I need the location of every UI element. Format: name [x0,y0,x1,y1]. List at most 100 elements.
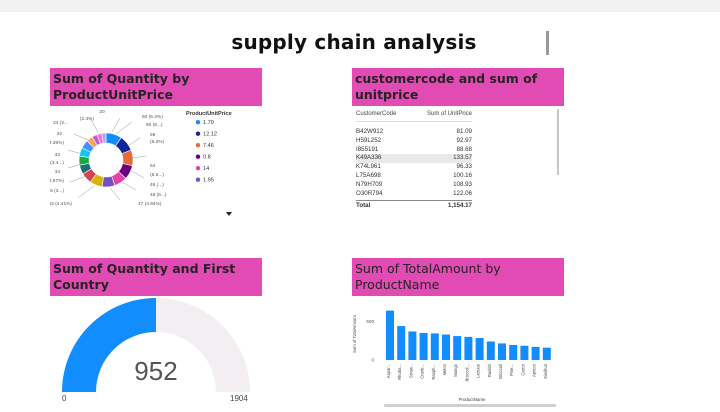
top-strip [0,0,720,12]
table-row[interactable]: K74L961 96.33 [356,163,472,172]
bar[interactable] [453,336,462,360]
legend-title: ProductUnitPrice [186,111,232,117]
bar[interactable] [397,326,406,360]
donut-data-label: 60 (6.3%) [142,114,163,120]
legend-scroll-down-icon[interactable] [226,212,232,216]
cell-unitprice: 108.93 [453,180,472,188]
page-scrollbar[interactable] [546,31,549,55]
bar-x-tick: Straw... [408,364,413,378]
donut-data-label: 32 [57,131,63,137]
donut-header: Sum of Quantity by ProductUnitPrice [50,68,262,106]
table-row[interactable]: H59L252 92.97 [356,137,472,146]
bar-horizontal-scrollbar[interactable] [384,404,556,407]
bar[interactable] [464,336,473,360]
bar[interactable] [408,331,417,360]
donut-data-label: 49 (...) [150,182,164,188]
legend-marker[interactable] [195,154,201,159]
donut-data-label: (3.36%) [50,140,64,146]
cell-customercode: I855191 [356,145,379,153]
donut-data-label: 42 (4.41%) [50,201,72,207]
cell-customercode: N79H709 [356,180,383,188]
total-value: 1,154.17 [447,202,472,210]
bar[interactable] [442,334,450,360]
table-header-row: CustomerCode Sum of UnitPrice [356,111,472,122]
table-scrollbar[interactable] [557,109,559,175]
bar[interactable] [520,345,529,360]
cell-customercode: L75A698 [356,171,381,179]
cell-customercode: H59L252 [356,136,382,144]
donut-data-label: 33 [55,152,61,158]
leader-line [67,149,83,155]
cell-unitprice: 81.09 [456,128,472,135]
donut-chart[interactable]: 20 24 (2... (2.4%) 32 (3.36%) 33 (3.4...) 34 (3.… [50,106,264,218]
col-header-customercode[interactable]: CustomerCode [356,111,397,117]
leader-line [89,117,99,133]
legend-marker[interactable] [195,143,201,148]
legend-marker[interactable] [195,166,201,171]
bar-x-tick: Cranb... [420,364,425,379]
donut-data-label: 35 (3...) [50,188,64,194]
bar[interactable] [475,338,484,360]
bar[interactable] [419,333,428,360]
bar-x-tick: Mango [453,363,458,376]
bar-y-axis-label: Sum of TotalAmount [352,314,357,352]
donut-data-label: 47 (4.94%) [138,201,162,207]
bar[interactable] [430,333,439,360]
donut-data-label: 60 (6...) [146,122,163,128]
donut-slice[interactable] [101,132,107,144]
bar-y-tick: 0 [371,358,374,363]
legend-item-label[interactable]: 7.46 [203,143,214,149]
bar-x-tick: Apricot [532,363,537,377]
donut-data-label: 48 (5...) [150,192,167,198]
bar[interactable] [486,341,495,360]
bar[interactable] [386,310,394,360]
donut-data-label: (2.4%) [80,116,95,122]
bar-x-axis-label: ProductName [459,397,486,402]
bar[interactable] [509,344,518,360]
leader-line [109,187,121,201]
leader-line [73,133,89,141]
donut-data-label: 59 [150,132,156,138]
gauge-chart[interactable] [60,296,256,396]
bar[interactable] [498,343,506,360]
donut-data-label: 34 [55,169,61,175]
cell-unitprice: 88.68 [456,145,472,153]
bar[interactable] [542,347,551,360]
bar-x-tick: Broccoli [498,364,503,379]
leader-line [77,185,95,199]
col-header-unitprice[interactable]: Sum of UnitPrice [426,111,472,117]
legend-item-label[interactable]: 0.8 [203,155,211,161]
bar-x-tick: Lettuce [476,363,481,377]
table-row[interactable]: N79H709 108.93 [356,181,472,190]
gauge-value: 952 [134,356,178,386]
gauge-max: 1904 [230,394,248,403]
table-row[interactable]: I855191 88.68 [356,146,472,155]
legend-item-label[interactable]: 14 [203,166,209,172]
bar-x-tick: Kiwifruit [543,363,548,378]
bar-chart[interactable]: Sum of TotalAmount 500 0 Aspar... Rhuba... St… [348,300,564,406]
legend-item-label[interactable]: 1.79 [203,120,214,126]
gauge-fill[interactable] [62,298,156,392]
table-row[interactable]: B42W912 81.09 [356,128,472,137]
cell-unitprice: 122.06 [453,189,472,197]
legend-marker[interactable] [195,131,201,136]
table-row[interactable]: L75A698 100.16 [356,172,472,181]
leader-line [115,121,133,135]
cell-customercode: K74L961 [356,163,381,171]
table-row[interactable]: O30R794 122.06 [356,190,472,199]
donut-data-label: 24 (2... [53,120,68,126]
bar-x-tick: Radish [487,363,492,377]
bar-x-tick: Rhuba... [397,364,402,380]
total-label: Total [356,202,371,210]
bar-x-tick: Carrot [520,363,525,375]
legend-item-label[interactable]: 12.12 [203,132,217,138]
bar-x-tick: Rasph... [431,364,436,380]
customer-table[interactable]: CustomerCode Sum of UnitPrice B42W912 81.… [356,111,472,209]
donut-data-label: (5.6...) [150,172,164,178]
bar[interactable] [531,346,540,360]
legend-marker[interactable] [195,120,201,125]
leader-line [121,181,137,191]
legend-item-label[interactable]: 1.95 [203,178,214,184]
legend-marker[interactable] [195,177,201,182]
table-row[interactable]: K49A336 133.57 [356,154,472,164]
